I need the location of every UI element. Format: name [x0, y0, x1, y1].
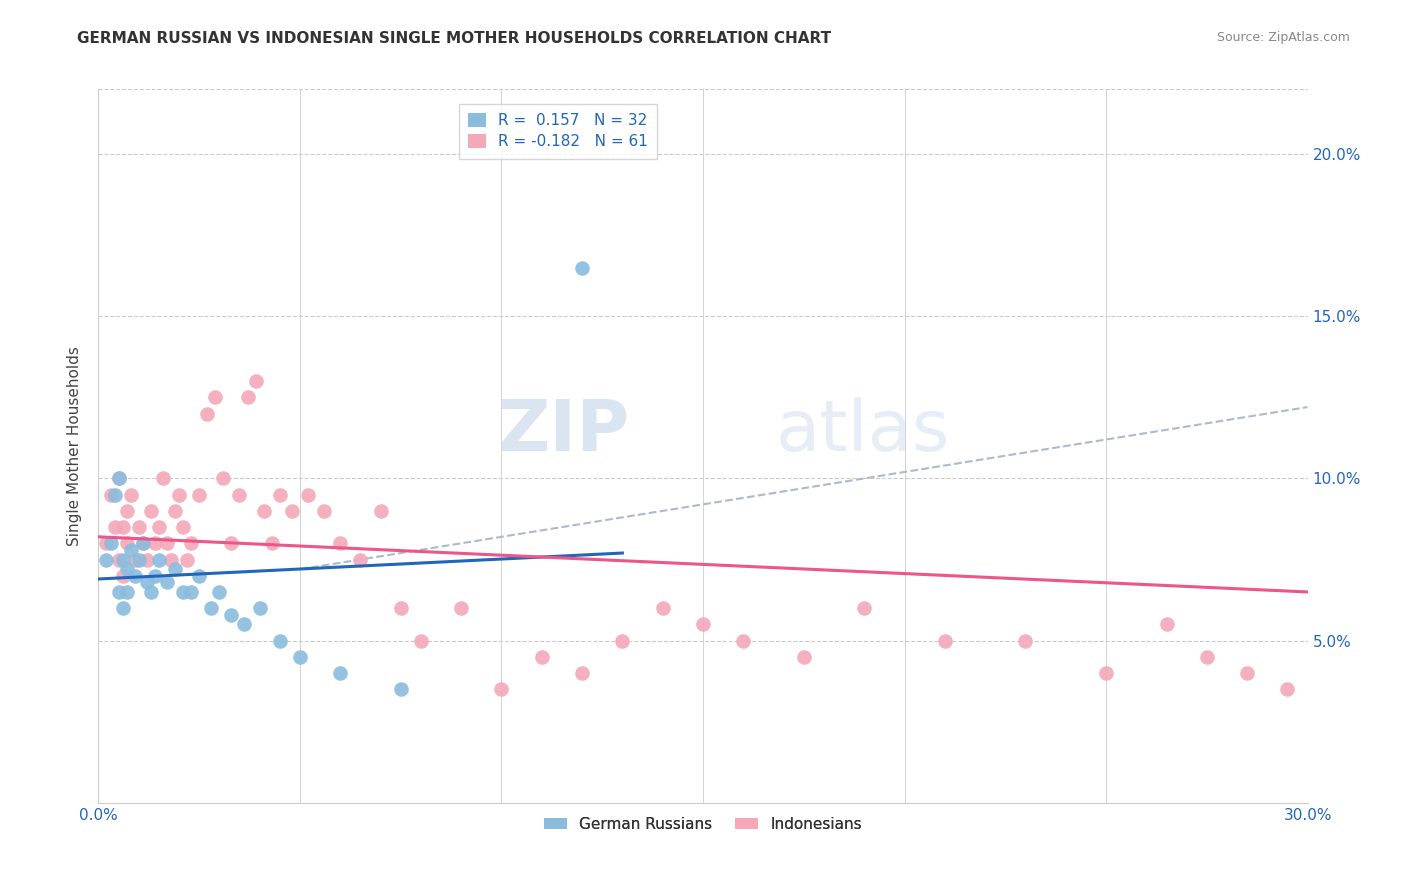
Point [612, 633, 634, 648]
Point [329, 536, 352, 550]
Point [269, 488, 291, 502]
Point [221, 607, 243, 622]
Point [120, 542, 142, 557]
Point [733, 633, 755, 648]
Point [212, 471, 235, 485]
Point [135, 552, 157, 566]
Point [530, 649, 553, 664]
Point [107, 585, 129, 599]
Point [111, 552, 134, 566]
Point [853, 601, 876, 615]
Point [172, 585, 194, 599]
Point [349, 552, 371, 566]
Point [245, 374, 267, 388]
Point [1236, 666, 1258, 681]
Point [176, 552, 198, 566]
Point [163, 504, 186, 518]
Point [100, 488, 122, 502]
Point [491, 682, 513, 697]
Point [204, 390, 226, 404]
Point [1195, 649, 1218, 664]
Point [232, 617, 254, 632]
Text: atlas: atlas [776, 397, 950, 467]
Point [200, 601, 222, 615]
Point [651, 601, 673, 615]
Point [139, 585, 162, 599]
Point [1277, 682, 1299, 697]
Point [221, 536, 243, 550]
Point [152, 471, 174, 485]
Text: Source: ZipAtlas.com: Source: ZipAtlas.com [1216, 31, 1350, 45]
Point [111, 520, 134, 534]
Point [115, 585, 138, 599]
Text: ZIP: ZIP [498, 397, 630, 467]
Point [124, 568, 146, 582]
Point [132, 536, 155, 550]
Point [143, 536, 166, 550]
Point [571, 260, 593, 275]
Point [297, 488, 319, 502]
Point [135, 575, 157, 590]
Point [253, 504, 276, 518]
Point [100, 536, 122, 550]
Point [148, 520, 170, 534]
Point [188, 568, 211, 582]
Point [132, 536, 155, 550]
Point [96, 552, 118, 566]
Point [389, 601, 412, 615]
Point [128, 552, 150, 566]
Point [195, 407, 218, 421]
Point [107, 471, 129, 485]
Point [148, 552, 170, 566]
Point [269, 633, 291, 648]
Point [314, 504, 336, 518]
Point [1095, 666, 1118, 681]
Point [115, 562, 138, 576]
Point [249, 601, 271, 615]
Point [111, 601, 134, 615]
Point [103, 488, 125, 502]
Point [163, 562, 186, 576]
Point [409, 633, 432, 648]
Text: GERMAN RUSSIAN VS INDONESIAN SINGLE MOTHER HOUSEHOLDS CORRELATION CHART: GERMAN RUSSIAN VS INDONESIAN SINGLE MOTH… [77, 31, 831, 46]
Point [111, 568, 134, 582]
Point [167, 488, 190, 502]
Point [107, 471, 129, 485]
Point [692, 617, 714, 632]
Point [103, 520, 125, 534]
Point [128, 520, 150, 534]
Point [120, 488, 142, 502]
Point [139, 504, 162, 518]
Point [180, 585, 202, 599]
Legend: German Russians, Indonesians: German Russians, Indonesians [538, 811, 868, 838]
Y-axis label: Single Mother Households: Single Mother Households [67, 346, 83, 546]
Point [96, 536, 118, 550]
Point [288, 649, 311, 664]
Point [156, 575, 179, 590]
Point [934, 633, 956, 648]
Point [228, 488, 250, 502]
Point [450, 601, 472, 615]
Point [160, 552, 183, 566]
Point [180, 536, 202, 550]
Point [188, 488, 211, 502]
Point [793, 649, 815, 664]
Point [236, 390, 259, 404]
Point [1014, 633, 1036, 648]
Point [329, 666, 352, 681]
Point [107, 552, 129, 566]
Point [389, 682, 412, 697]
Point [115, 536, 138, 550]
Point [571, 666, 593, 681]
Point [124, 552, 146, 566]
Point [172, 520, 194, 534]
Point [143, 568, 166, 582]
Point [156, 536, 179, 550]
Point [260, 536, 283, 550]
Point [1156, 617, 1178, 632]
Point [208, 585, 231, 599]
Point [370, 504, 392, 518]
Point [281, 504, 304, 518]
Point [115, 504, 138, 518]
